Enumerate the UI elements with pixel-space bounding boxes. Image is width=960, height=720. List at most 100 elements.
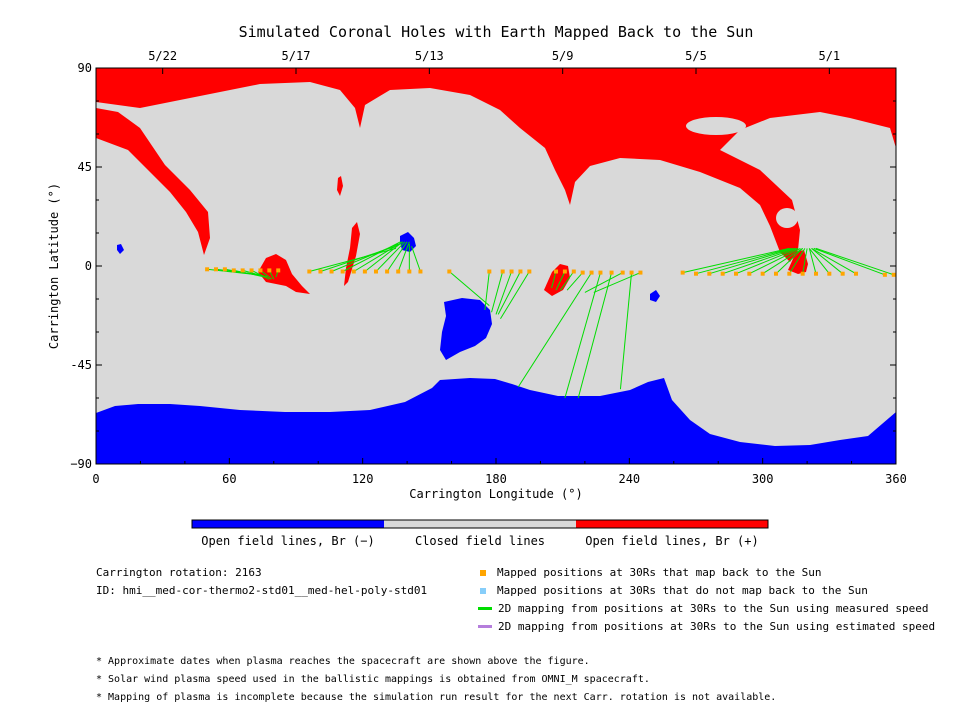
mapping-line (560, 271, 575, 291)
mapped-position-point (222, 267, 227, 272)
mapped-position-point (720, 271, 725, 276)
mapping-line (555, 271, 566, 291)
mapped-position-point (240, 268, 245, 273)
mapped-position-point (598, 270, 603, 275)
mapping-line (788, 248, 806, 274)
mapped-position-point (760, 271, 765, 276)
legend-item-unmapped: Mapped positions at 30Rs that do not map… (478, 584, 868, 597)
x-tick-label: 240 (618, 472, 640, 486)
mapped-position-point (276, 268, 281, 273)
closed-island-3 (862, 125, 882, 135)
mapped-position-point (518, 269, 523, 274)
mapping-line (749, 247, 801, 275)
mapping-line (495, 271, 513, 315)
mapped-position-point (589, 270, 594, 275)
mapped-position-point (418, 269, 423, 274)
mapped-position-point (396, 269, 401, 274)
mapped-position-point (854, 271, 858, 276)
mapped-position-point (554, 269, 558, 274)
mapping-line (517, 272, 592, 388)
mapping-line (735, 247, 799, 275)
colorbar-label: Closed field lines (415, 534, 545, 548)
mapped-position-point (500, 269, 505, 274)
open-positive-streak-118 (344, 222, 360, 286)
mapped-position-point (267, 268, 272, 273)
legend-swatch (480, 569, 486, 576)
y-axis-label: Carrington Latitude (°) (47, 183, 61, 349)
run-id: ID: hmi__med-cor-thermo2-std01__med-hel-… (96, 584, 428, 597)
mapped-position-point (527, 269, 532, 274)
colorbar-segment (576, 520, 768, 528)
colorbar-segment (384, 520, 576, 528)
date-tick-label: 5/5 (685, 49, 707, 63)
legend-swatch (478, 607, 492, 610)
colorbar-segment (192, 520, 384, 528)
mapping-line (397, 241, 410, 272)
carrington-rotation: Carrington rotation: 2163 (96, 566, 262, 579)
mapped-position-point (620, 270, 625, 275)
mapping-line (775, 248, 804, 275)
open-positive-streamer (96, 108, 210, 255)
y-axis-ticks: 90 45 0 -45 −90 (70, 61, 896, 471)
legend-item-measured: 2D mapping from positions at 30Rs to the… (478, 602, 928, 615)
closed-island-2 (776, 208, 798, 228)
x-tick-label: 360 (885, 472, 907, 486)
mapping-line (811, 248, 843, 275)
mapped-position-point (787, 271, 792, 276)
mapping-line (491, 271, 504, 313)
mapping-line (551, 271, 557, 289)
closed-island-1 (686, 117, 746, 135)
mapping-lines (207, 241, 894, 399)
colorbar-frame (191, 519, 769, 529)
mapped-position-point (318, 269, 323, 274)
mapping-line (566, 272, 584, 291)
x-tick-label: 120 (352, 472, 374, 486)
legend-item-mapped: Mapped positions at 30Rs that map back t… (478, 566, 822, 579)
map-regions (96, 68, 896, 464)
x-tick-label: 300 (752, 472, 774, 486)
mapped-position-point (362, 269, 367, 274)
mapping-line (808, 248, 830, 275)
mapping-line (449, 271, 490, 306)
mapping-line (709, 247, 794, 275)
x-tick-label: 60 (222, 472, 236, 486)
mapped-position-point (205, 267, 210, 272)
mapping-line (233, 269, 265, 278)
mapped-position-point (734, 271, 738, 276)
mapping-line (251, 269, 270, 280)
mapped-position-point (747, 271, 752, 276)
y-tick-label: -45 (70, 358, 92, 372)
mapped-position-point (827, 271, 832, 276)
mapped-position-point (774, 271, 778, 276)
mapped-position-point (307, 269, 312, 274)
mapping-line (619, 272, 633, 390)
y-tick-label: 0 (85, 259, 92, 273)
open-negative-speck-10 (117, 244, 124, 254)
x-tick-label: 0 (92, 472, 99, 486)
mapped-position-point (351, 269, 356, 274)
mapped-position-point (680, 270, 685, 275)
mapped-position-point (562, 269, 567, 274)
mapping-line (309, 247, 397, 272)
y-tick-label: 90 (78, 61, 92, 75)
mapped-position-point (258, 268, 263, 273)
mapping-line (762, 247, 803, 275)
mapped-position-point (800, 271, 805, 276)
date-ticks: 5/22 5/17 5/13 5/9 5/5 5/1 (148, 49, 840, 74)
chart-title: Simulated Coronal Holes with Earth Mappe… (239, 23, 754, 41)
mapped-position-point (329, 269, 334, 274)
mapped-position-point (609, 270, 614, 275)
note-dates: * Approximate dates when plasma reaches … (96, 656, 590, 667)
mapping-line (682, 247, 790, 274)
mapped-position-point (571, 269, 576, 274)
mapped-position-point (882, 272, 887, 277)
date-tick-label: 5/22 (148, 49, 177, 63)
mapping-line (500, 271, 530, 320)
x-axis-label: Carrington Longitude (°) (409, 487, 582, 501)
mapping-points (205, 267, 896, 277)
mapping-line (593, 272, 641, 293)
mapped-position-point (694, 271, 698, 276)
mapping-line (808, 248, 817, 274)
mapped-position-point (231, 268, 236, 273)
mapping-line (497, 271, 521, 315)
